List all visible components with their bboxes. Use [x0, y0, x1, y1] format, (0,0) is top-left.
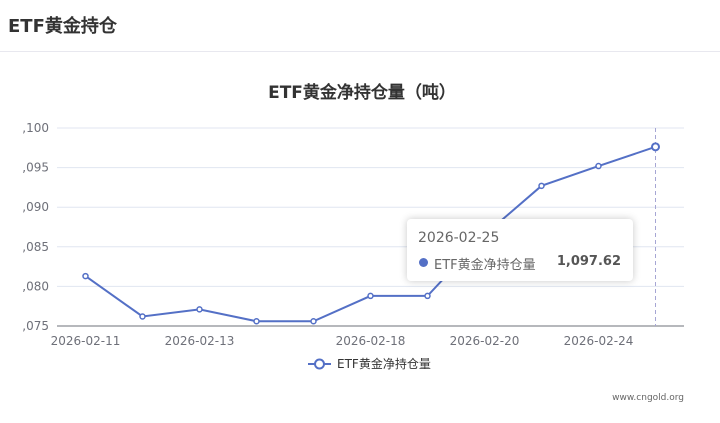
legend-label: ETF黄金净持仓量: [337, 356, 431, 371]
y-tick-label: ,075: [22, 319, 49, 333]
y-tick-label: ,085: [22, 240, 49, 254]
data-point[interactable]: [538, 182, 545, 190]
y-axis-ticks: ,075 ,080 ,085 ,090 ,095 ,100: [22, 121, 49, 333]
data-point[interactable]: [595, 162, 602, 170]
data-point[interactable]: [139, 313, 146, 320]
x-tick-label: 2026-02-20: [450, 334, 520, 348]
y-tick-label: ,095: [22, 161, 49, 175]
page-title: ETF黄金持仓: [8, 16, 117, 37]
tooltip-series-name: ETF黄金净持仓量: [434, 258, 536, 273]
page-header: ETF黄金持仓: [0, 0, 720, 52]
data-point[interactable]: [424, 292, 431, 300]
chart-panel: ETF黄金净持仓量（吨） ,075 ,080 ,085 ,090 ,095 ,100 20…: [0, 53, 720, 419]
tooltip-series-dot-icon: [419, 258, 428, 267]
chart-tooltip: 2026-02-25 ETF黄金净持仓量 1,097.62: [407, 219, 633, 281]
x-axis: 2026-02-11 2026-02-13 2026-02-18 2026-02-20…: [51, 325, 684, 348]
x-tick-label: 2026-02-13: [165, 334, 235, 348]
legend-circle-icon: [314, 358, 325, 370]
x-tick-label: 2026-02-11: [51, 334, 121, 348]
data-point[interactable]: [367, 292, 374, 300]
data-point[interactable]: [82, 272, 89, 280]
line-chart[interactable]: ETF黄金净持仓量（吨） ,075 ,080 ,085 ,090 ,095 ,100 20…: [0, 53, 720, 419]
chart-legend[interactable]: ETF黄金净持仓量: [308, 356, 431, 371]
chart-title: ETF黄金净持仓量（吨）: [268, 82, 456, 103]
x-tick-label: 2026-02-18: [336, 334, 406, 348]
y-tick-label: ,100: [22, 121, 49, 135]
y-tick-label: ,090: [22, 200, 49, 214]
tooltip-value: 1,097.62: [556, 254, 621, 269]
grid-lines: [57, 127, 684, 287]
data-point[interactable]: [310, 317, 317, 325]
data-point[interactable]: [651, 142, 660, 152]
x-tick-label: 2026-02-24: [564, 334, 634, 348]
tooltip-date: 2026-02-25: [418, 230, 500, 246]
data-point[interactable]: [253, 317, 260, 325]
watermark: www.cngold.org: [612, 393, 684, 403]
y-tick-label: ,080: [22, 279, 49, 293]
data-point[interactable]: [196, 306, 203, 313]
